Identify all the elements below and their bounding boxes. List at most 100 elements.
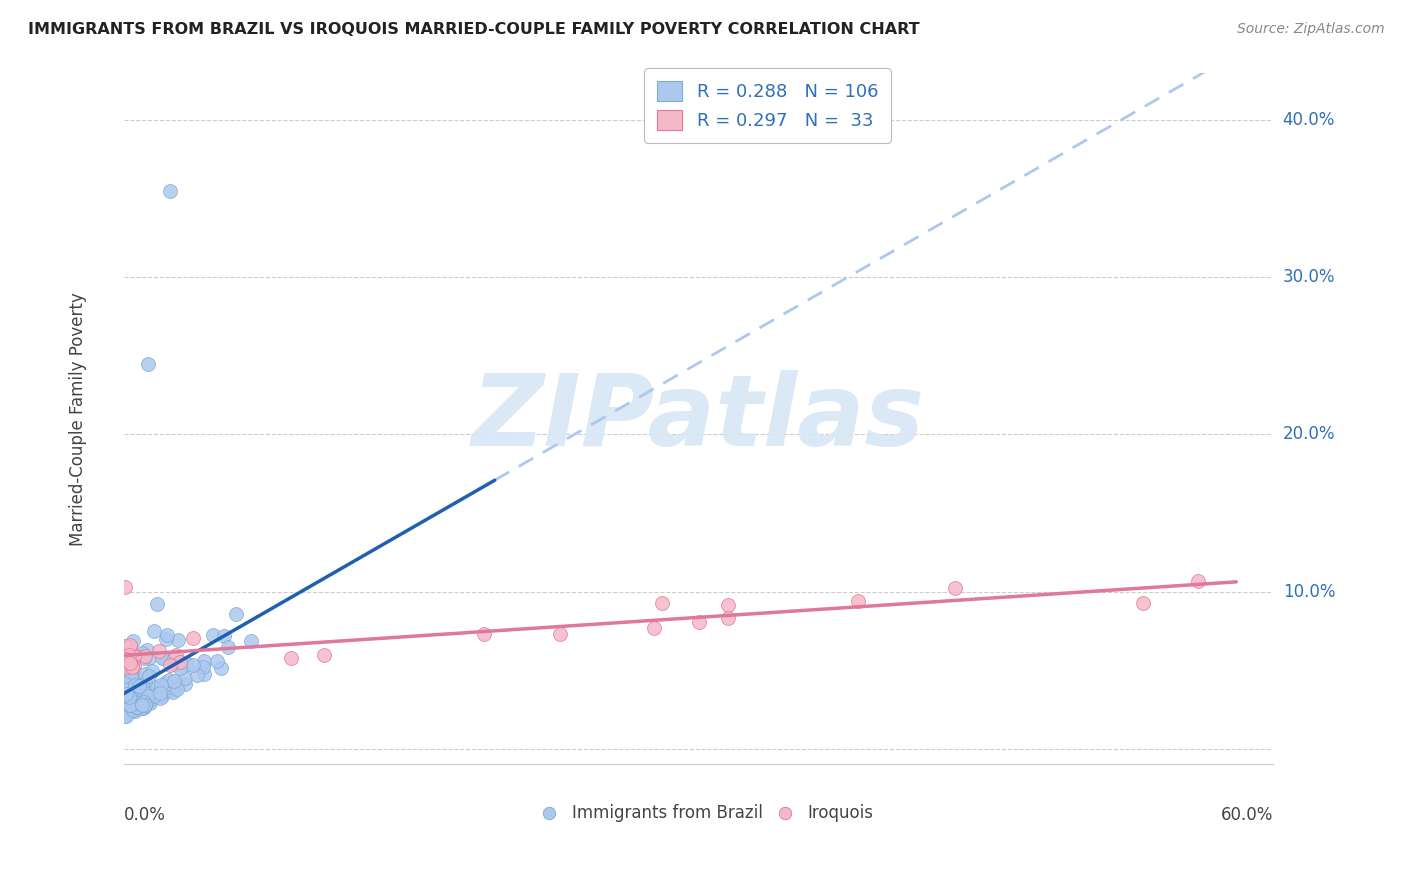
Point <box>717 610 740 624</box>
Point <box>138 669 160 683</box>
Point <box>136 643 159 657</box>
Point <box>152 651 174 665</box>
Point <box>134 698 156 713</box>
Point <box>162 651 184 665</box>
Point <box>156 628 179 642</box>
Point <box>217 640 239 654</box>
Point <box>193 666 215 681</box>
Point <box>202 627 225 641</box>
Point <box>118 640 141 654</box>
Point <box>124 678 146 692</box>
Point <box>157 673 180 687</box>
Point <box>132 651 155 665</box>
Point <box>134 667 156 681</box>
Point <box>312 648 335 662</box>
Point <box>225 607 247 621</box>
Point <box>548 627 571 641</box>
Point <box>162 685 184 699</box>
Point <box>121 659 143 673</box>
Point <box>120 639 142 653</box>
Point <box>134 675 156 690</box>
Point <box>135 696 157 710</box>
Point <box>159 658 181 673</box>
Point <box>688 615 710 630</box>
Point <box>118 698 141 713</box>
Point <box>191 660 214 674</box>
Point <box>114 639 136 653</box>
Point <box>156 678 179 692</box>
Point <box>112 675 135 690</box>
Point <box>128 681 150 696</box>
Text: 0.0%: 0.0% <box>124 805 166 823</box>
Point <box>212 629 235 643</box>
Point <box>134 686 156 700</box>
Point <box>148 691 170 706</box>
Point <box>124 699 146 714</box>
Point <box>131 683 153 698</box>
Point <box>159 683 181 698</box>
Point <box>118 681 141 696</box>
Point <box>143 680 166 694</box>
Point <box>149 681 172 695</box>
Point <box>134 699 156 714</box>
Point <box>121 633 143 648</box>
Point <box>155 674 177 689</box>
Point <box>166 657 188 671</box>
Point <box>114 709 136 723</box>
Point <box>846 594 869 608</box>
Point <box>143 624 166 638</box>
Point <box>121 704 143 718</box>
Point <box>138 692 160 706</box>
Point <box>166 681 188 696</box>
Point <box>141 664 163 678</box>
Point <box>115 660 138 674</box>
Point <box>134 695 156 709</box>
Point <box>173 676 195 690</box>
Point <box>138 697 160 711</box>
Point <box>115 687 138 701</box>
Point <box>1132 596 1154 610</box>
Point <box>183 657 205 672</box>
Point <box>120 704 142 718</box>
Point <box>115 706 138 721</box>
Point <box>125 696 148 710</box>
Point <box>125 700 148 714</box>
Point <box>121 660 143 674</box>
Point <box>135 692 157 706</box>
Text: 40.0%: 40.0% <box>1282 112 1336 129</box>
Point <box>150 678 173 692</box>
Point <box>186 667 208 681</box>
Text: 20.0%: 20.0% <box>1282 425 1336 443</box>
Point <box>121 703 143 717</box>
Point <box>943 581 966 595</box>
Point <box>122 659 145 673</box>
Point <box>169 661 191 675</box>
Point <box>121 649 143 664</box>
Point <box>131 698 153 712</box>
Point <box>134 649 156 664</box>
Point <box>139 690 162 705</box>
Point <box>121 670 143 684</box>
Point <box>181 631 204 645</box>
Point <box>122 649 145 664</box>
Text: Immigrants from Brazil: Immigrants from Brazil <box>572 804 763 822</box>
Point <box>174 671 197 685</box>
Point <box>207 654 229 668</box>
Point <box>125 698 148 712</box>
Point <box>136 357 159 371</box>
Point <box>132 700 155 714</box>
Point <box>240 634 263 648</box>
Point <box>128 679 150 693</box>
Point <box>169 655 191 669</box>
Point <box>125 648 148 663</box>
Text: Source: ZipAtlas.com: Source: ZipAtlas.com <box>1237 22 1385 37</box>
Legend: R = 0.288   N = 106, R = 0.297   N =  33: R = 0.288 N = 106, R = 0.297 N = 33 <box>644 69 891 143</box>
Point <box>148 644 170 658</box>
Point <box>132 671 155 685</box>
Point <box>193 653 215 667</box>
Point <box>138 689 160 703</box>
Text: 30.0%: 30.0% <box>1282 268 1336 286</box>
Point <box>165 648 187 663</box>
Point <box>142 689 165 703</box>
Point <box>114 581 136 595</box>
